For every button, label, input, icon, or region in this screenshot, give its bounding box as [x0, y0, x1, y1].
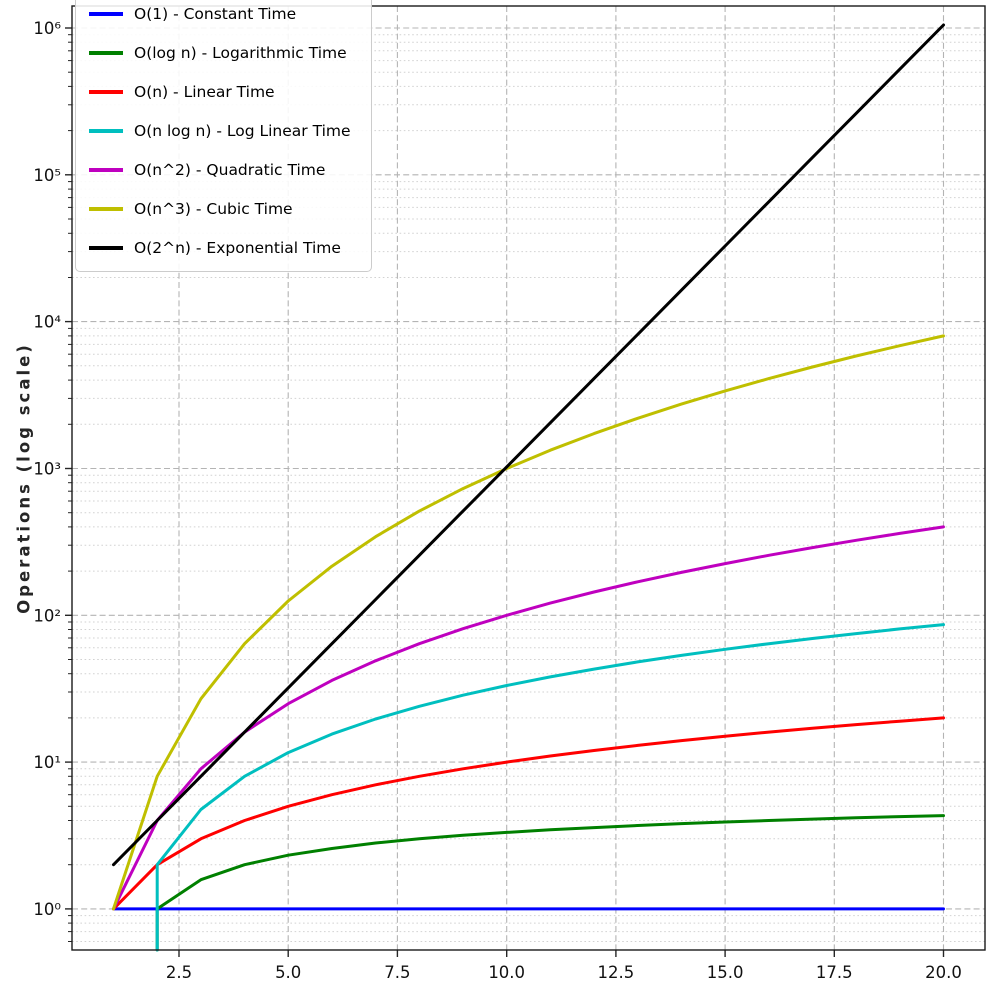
legend: O(1) - Constant Time O(log n) - Logarithm… — [75, 0, 372, 272]
y-tick-label: 10¹ — [33, 753, 61, 772]
y-tick-label: 10⁵ — [33, 166, 61, 185]
y-tick-label: 10⁴ — [33, 313, 61, 332]
series-line-on2 — [112, 525, 945, 911]
legend-swatch-onlogn — [89, 129, 123, 133]
legend-item-o1: O(1) - Constant Time — [89, 5, 351, 23]
series-line-onlogn — [155, 623, 945, 952]
x-tick-label: 15.0 — [707, 963, 744, 982]
legend-label-on2: O(n^2) - Quadratic Time — [134, 161, 326, 179]
legend-item-on: O(n) - Linear Time — [89, 83, 351, 101]
y-axis-label: Operations (log scale) — [14, 342, 34, 614]
legend-item-onlogn: O(n log n) - Log Linear Time — [89, 122, 351, 140]
x-tick-label: 20.0 — [925, 963, 962, 982]
legend-swatch-ologn — [89, 51, 123, 55]
legend-swatch-on3 — [89, 207, 123, 211]
legend-swatch-o1 — [89, 12, 123, 16]
legend-item-on2: O(n^2) - Quadratic Time — [89, 161, 351, 179]
x-tick-label: 12.5 — [598, 963, 635, 982]
x-tick-label: 17.5 — [816, 963, 853, 982]
series-line-ologn — [155, 814, 945, 952]
legend-label-onlogn: O(n log n) - Log Linear Time — [134, 122, 351, 140]
legend-swatch-o2n — [89, 246, 123, 250]
legend-label-o1: O(1) - Constant Time — [134, 5, 297, 23]
legend-item-ologn: O(log n) - Logarithmic Time — [89, 44, 351, 62]
x-tick-label: 2.5 — [166, 963, 192, 982]
legend-swatch-on — [89, 90, 123, 94]
x-tick-label: 5.0 — [275, 963, 301, 982]
x-tick-label: 10.0 — [488, 963, 525, 982]
series-line-on3 — [112, 334, 945, 911]
legend-item-on3: O(n^3) - Cubic Time — [89, 200, 351, 218]
legend-swatch-on2 — [89, 168, 123, 172]
y-tick-label: 10³ — [33, 460, 61, 479]
y-tick-label: 10² — [33, 606, 61, 625]
legend-item-o2n: O(2^n) - Exponential Time — [89, 239, 351, 257]
legend-label-on: O(n) - Linear Time — [134, 83, 275, 101]
series-line-o2n — [112, 23, 945, 867]
axes-frame — [71, 5, 986, 951]
legend-label-ologn: O(log n) - Logarithmic Time — [134, 44, 347, 62]
x-tick-label: 7.5 — [384, 963, 410, 982]
series-line-on — [112, 716, 945, 911]
y-tick-label: 10⁰ — [33, 900, 61, 919]
legend-label-o2n: O(2^n) - Exponential Time — [134, 239, 341, 257]
y-tick-label: 10⁶ — [33, 19, 61, 38]
legend-label-on3: O(n^3) - Cubic Time — [134, 200, 293, 218]
